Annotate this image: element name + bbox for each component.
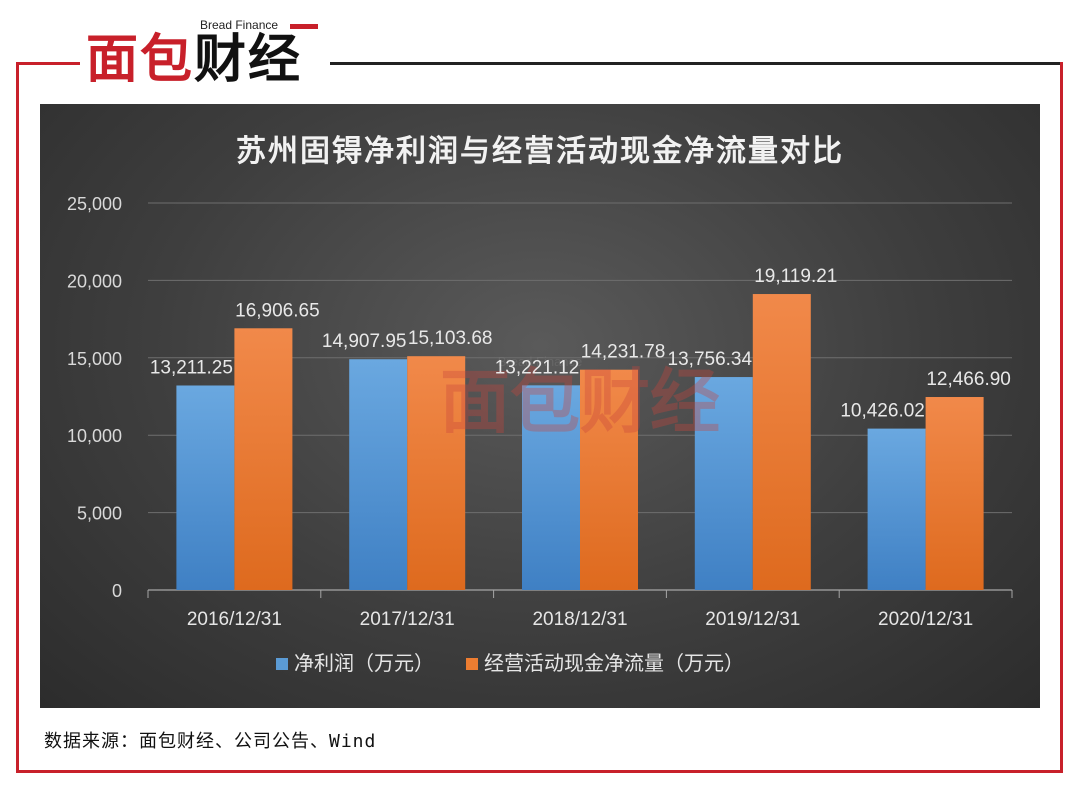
- bar-net-profit: [176, 385, 235, 590]
- watermark-logo: 面包财经: [440, 361, 720, 443]
- data-label-net-profit: 13,221.12: [495, 357, 580, 378]
- bar-operating-cash-flow: [752, 294, 811, 590]
- y-tick-label: 15,000: [67, 349, 122, 369]
- data-source-note: 数据来源：面包财经、公司公告、Wind: [44, 731, 377, 752]
- frame-top-left: [16, 62, 80, 65]
- x-tick-label: 2017/12/31: [360, 609, 455, 630]
- logo-part2: 财经: [194, 30, 303, 90]
- bar-net-profit: [867, 428, 926, 590]
- legend-label: 净利润（万元）: [294, 651, 434, 675]
- bar-net-profit: [522, 385, 580, 590]
- chart-title: 苏州固锝净利润与经营活动现金净流量对比: [236, 134, 844, 169]
- watermark-english: Bread Finance: [498, 354, 583, 369]
- x-tick-label: 2020/12/31: [878, 609, 973, 630]
- bar-operating-cash-flow: [234, 328, 293, 590]
- data-label-net-profit: 14,907.95: [322, 331, 407, 352]
- legend-label: 经营活动现金净流量（万元）: [484, 651, 744, 675]
- data-label-net-profit: 10,426.02: [840, 401, 925, 422]
- legend-swatch: [276, 658, 288, 670]
- data-label-net-profit: 13,756.34: [668, 349, 753, 370]
- bar-net-profit: [694, 377, 753, 590]
- data-label-operating-cash-flow: 14,231.78: [581, 342, 666, 363]
- bar-operating-cash-flow: [580, 369, 638, 590]
- logo-english: Bread Finance: [200, 18, 279, 32]
- data-label-operating-cash-flow: 19,119.21: [754, 266, 837, 287]
- logo-part1: 面包: [86, 30, 195, 90]
- bar-operating-cash-flow: [925, 397, 984, 590]
- frame-left: [16, 62, 19, 773]
- frame-right: [1060, 62, 1063, 773]
- bar-net-profit: [349, 359, 408, 590]
- data-label-operating-cash-flow: 15,103.68: [408, 328, 493, 349]
- x-tick-label: 2019/12/31: [705, 609, 800, 630]
- frame-top-right: [330, 62, 1063, 65]
- y-tick-label: 25,000: [67, 194, 122, 214]
- data-label-operating-cash-flow: 12,466.90: [926, 369, 1011, 390]
- y-tick-label: 5,000: [77, 504, 122, 524]
- x-tick-label: 2018/12/31: [532, 609, 627, 630]
- bar-operating-cash-flow: [407, 356, 466, 590]
- y-tick-label: 0: [112, 581, 122, 601]
- data-label-operating-cash-flow: 16,906.65: [235, 300, 320, 321]
- logo-accent-bar: [290, 24, 318, 29]
- logo: 面包财经: [86, 30, 302, 90]
- y-tick-label: 10,000: [67, 426, 122, 446]
- data-label-net-profit: 13,211.25: [150, 357, 233, 378]
- y-tick-label: 20,000: [67, 271, 122, 291]
- x-tick-label: 2016/12/31: [187, 609, 282, 630]
- frame-bottom: [16, 770, 1063, 773]
- legend-swatch: [466, 658, 478, 670]
- chart-panel: 苏州固锝净利润与经营活动现金净流量对比 0 5,000 10,000 15,000 20…: [40, 104, 1040, 708]
- bar-chart: 0 5,000 10,000 15,000 20,000 25,000 Bread Fina…: [67, 194, 1013, 675]
